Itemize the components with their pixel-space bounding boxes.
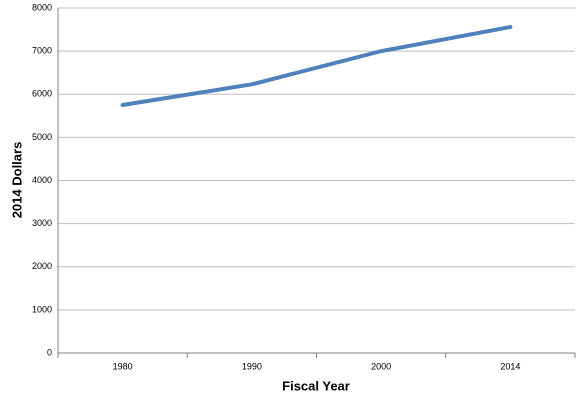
x-tick-label: 2000 xyxy=(371,361,391,371)
y-tick-label: 3000 xyxy=(32,218,52,228)
y-tick-label: 8000 xyxy=(32,2,52,12)
y-tick-label: 6000 xyxy=(32,89,52,99)
y-tick-label: 2000 xyxy=(32,261,52,271)
x-axis-title: Fiscal Year xyxy=(282,378,350,393)
y-tick-label: 4000 xyxy=(32,175,52,185)
y-tick-label: 1000 xyxy=(32,304,52,314)
data-line xyxy=(120,24,513,108)
x-tick-label: 2014 xyxy=(500,361,520,371)
x-tick-label: 1990 xyxy=(242,361,262,371)
x-tick-label: 1980 xyxy=(113,361,133,371)
y-tick-label: 5000 xyxy=(32,132,52,142)
y-axis-title: 2014 Dollars xyxy=(9,142,24,219)
y-tick-label: 0 xyxy=(47,347,52,357)
y-tick-label: 7000 xyxy=(32,46,52,56)
